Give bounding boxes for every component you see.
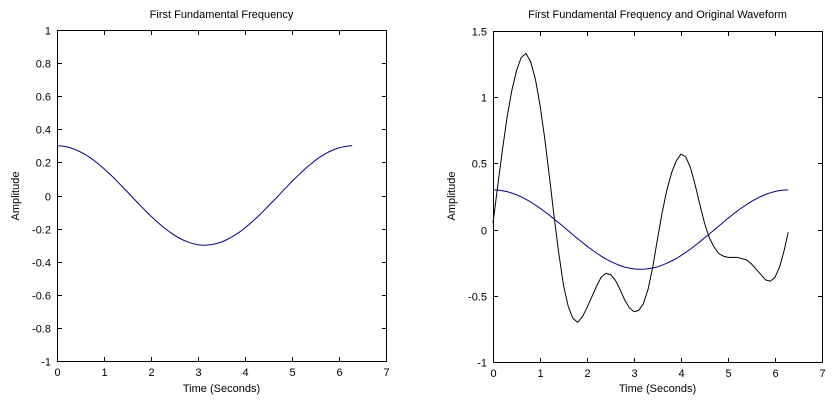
axes-box xyxy=(493,31,823,363)
x-tick-label: 0 xyxy=(54,367,60,379)
y-tick-label: 0.5 xyxy=(472,159,487,171)
y-tick-label: -0.4 xyxy=(32,258,51,270)
x-tick-label: 2 xyxy=(584,368,590,380)
x-tick-label: 4 xyxy=(242,367,248,379)
y-tick-label: 1 xyxy=(45,26,51,38)
plot-title: First Fundamental Frequency and Original… xyxy=(528,9,787,21)
series-first-fundamental xyxy=(56,145,353,246)
axes-box xyxy=(57,30,387,362)
x-tick-label: 3 xyxy=(195,367,201,379)
plot-title: First Fundamental Frequency xyxy=(149,9,294,21)
y-tick-label: -1 xyxy=(41,357,51,369)
y-tick-label: -0.2 xyxy=(32,225,51,237)
x-tick-label: 1 xyxy=(537,368,543,380)
y-tick-label: 0.8 xyxy=(36,59,51,71)
y-tick-label: 0.4 xyxy=(36,125,51,137)
x-tick-label: 5 xyxy=(725,368,731,380)
y-tick-label: -0.8 xyxy=(32,324,51,336)
plot-area-left: 0 1 2 3 4 5 6 7 -1 -0.8 -0.6 -0.4 -0.2 0 0.2 0.4 0.6 0.8 1 xyxy=(32,26,390,380)
plot-area-right: 0 1 2 3 4 5 6 7 -1 -0.5 0 0.5 1 1.5 xyxy=(468,27,826,381)
y-tick-label: -0.6 xyxy=(32,291,51,303)
y-tick-label: 1 xyxy=(481,93,487,105)
y-tick-label: -0.5 xyxy=(468,292,487,304)
y-tick-label: 1.5 xyxy=(472,27,487,39)
series-original-waveform xyxy=(492,52,789,323)
x-tick-label: 6 xyxy=(772,368,778,380)
series-first-fundamental xyxy=(492,189,789,270)
y-tick-label: 0 xyxy=(481,226,487,238)
y-tick-label: 0.2 xyxy=(36,158,51,170)
x-tick-label: 3 xyxy=(631,368,637,380)
x-tick-label: 7 xyxy=(383,367,389,379)
x-tick-label: 5 xyxy=(289,367,295,379)
y-tick-label: 0.6 xyxy=(36,92,51,104)
x-axis-label: Time (Seconds) xyxy=(182,383,261,395)
x-axis-label: Time (Seconds) xyxy=(618,383,697,395)
x-tick-label: 0 xyxy=(490,368,496,380)
y-tick-label: -1 xyxy=(477,358,487,370)
y-tick-label: 0 xyxy=(45,192,51,204)
x-tick-label: 4 xyxy=(678,368,684,380)
x-tick-label: 6 xyxy=(336,367,342,379)
x-tick-label: 1 xyxy=(101,367,107,379)
x-tick-label: 2 xyxy=(148,367,154,379)
x-tick-label: 7 xyxy=(819,368,825,380)
